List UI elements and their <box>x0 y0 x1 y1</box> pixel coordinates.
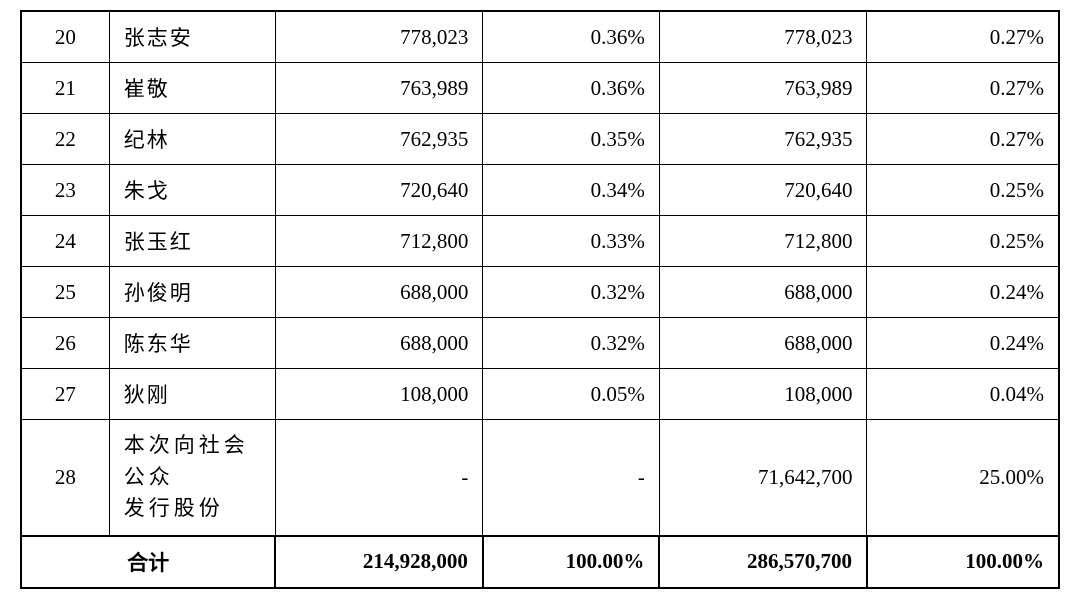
row-value2: 720,640 <box>659 165 867 216</box>
row-name: 张志安 <box>109 11 275 63</box>
row-percent2: 0.27% <box>867 63 1059 114</box>
table-row: 27 狄刚 108,000 0.05% 108,000 0.04% <box>21 369 1059 420</box>
table-row: 28 本次向社会公众 发行股份 - - 71,642,700 25.00% <box>21 420 1059 536</box>
row-value1: 688,000 <box>275 267 483 318</box>
row-number: 27 <box>21 369 109 420</box>
row-name: 本次向社会公众 发行股份 <box>109 420 275 536</box>
row-percent2: 0.27% <box>867 114 1059 165</box>
row-name: 孙俊明 <box>109 267 275 318</box>
row-value2: 763,989 <box>659 63 867 114</box>
table-row: 20 张志安 778,023 0.36% 778,023 0.27% <box>21 11 1059 63</box>
row-percent1: 0.34% <box>483 165 659 216</box>
row-percent2: 0.27% <box>867 11 1059 63</box>
row-value2: 688,000 <box>659 267 867 318</box>
row-percent2: 0.25% <box>867 165 1059 216</box>
row-percent1: 0.36% <box>483 11 659 63</box>
row-value1: 763,989 <box>275 63 483 114</box>
total-label: 合计 <box>21 536 275 588</box>
row-name-line1: 本次向社会公众 <box>124 433 249 489</box>
row-percent1: 0.05% <box>483 369 659 420</box>
row-percent1: 0.36% <box>483 63 659 114</box>
row-percent2: 0.24% <box>867 318 1059 369</box>
row-percent2: 0.25% <box>867 216 1059 267</box>
row-value1: - <box>275 420 483 536</box>
table-body: 20 张志安 778,023 0.36% 778,023 0.27% 21 崔敬… <box>21 11 1059 588</box>
row-name-line2: 发行股份 <box>124 496 224 520</box>
row-percent2: 0.24% <box>867 267 1059 318</box>
row-number: 22 <box>21 114 109 165</box>
row-value1: 108,000 <box>275 369 483 420</box>
table-row: 25 孙俊明 688,000 0.32% 688,000 0.24% <box>21 267 1059 318</box>
row-value1: 778,023 <box>275 11 483 63</box>
row-name: 陈东华 <box>109 318 275 369</box>
row-number: 26 <box>21 318 109 369</box>
row-percent1: 0.32% <box>483 318 659 369</box>
row-percent1: 0.35% <box>483 114 659 165</box>
row-value2: 778,023 <box>659 11 867 63</box>
row-percent1: - <box>483 420 659 536</box>
total-percent2: 100.00% <box>867 536 1059 588</box>
row-name: 朱戈 <box>109 165 275 216</box>
row-value1: 762,935 <box>275 114 483 165</box>
row-name: 狄刚 <box>109 369 275 420</box>
row-percent1: 0.33% <box>483 216 659 267</box>
row-number: 28 <box>21 420 109 536</box>
row-value1: 688,000 <box>275 318 483 369</box>
table-row: 23 朱戈 720,640 0.34% 720,640 0.25% <box>21 165 1059 216</box>
row-value1: 720,640 <box>275 165 483 216</box>
row-value2: 71,642,700 <box>659 420 867 536</box>
total-row: 合计 214,928,000 100.00% 286,570,700 100.0… <box>21 536 1059 588</box>
total-percent1: 100.00% <box>483 536 659 588</box>
row-number: 21 <box>21 63 109 114</box>
row-name: 张玉红 <box>109 216 275 267</box>
row-percent1: 0.32% <box>483 267 659 318</box>
row-percent2: 0.04% <box>867 369 1059 420</box>
row-number: 23 <box>21 165 109 216</box>
row-percent2: 25.00% <box>867 420 1059 536</box>
row-value2: 108,000 <box>659 369 867 420</box>
row-value1: 712,800 <box>275 216 483 267</box>
row-value2: 688,000 <box>659 318 867 369</box>
row-number: 24 <box>21 216 109 267</box>
row-number: 25 <box>21 267 109 318</box>
total-value1: 214,928,000 <box>275 536 483 588</box>
shareholding-table: 20 张志安 778,023 0.36% 778,023 0.27% 21 崔敬… <box>20 10 1060 589</box>
row-value2: 762,935 <box>659 114 867 165</box>
total-value2: 286,570,700 <box>659 536 867 588</box>
table-row: 26 陈东华 688,000 0.32% 688,000 0.24% <box>21 318 1059 369</box>
row-value2: 712,800 <box>659 216 867 267</box>
row-name: 纪林 <box>109 114 275 165</box>
table-row: 21 崔敬 763,989 0.36% 763,989 0.27% <box>21 63 1059 114</box>
row-number: 20 <box>21 11 109 63</box>
table-row: 22 纪林 762,935 0.35% 762,935 0.27% <box>21 114 1059 165</box>
table-row: 24 张玉红 712,800 0.33% 712,800 0.25% <box>21 216 1059 267</box>
row-name: 崔敬 <box>109 63 275 114</box>
